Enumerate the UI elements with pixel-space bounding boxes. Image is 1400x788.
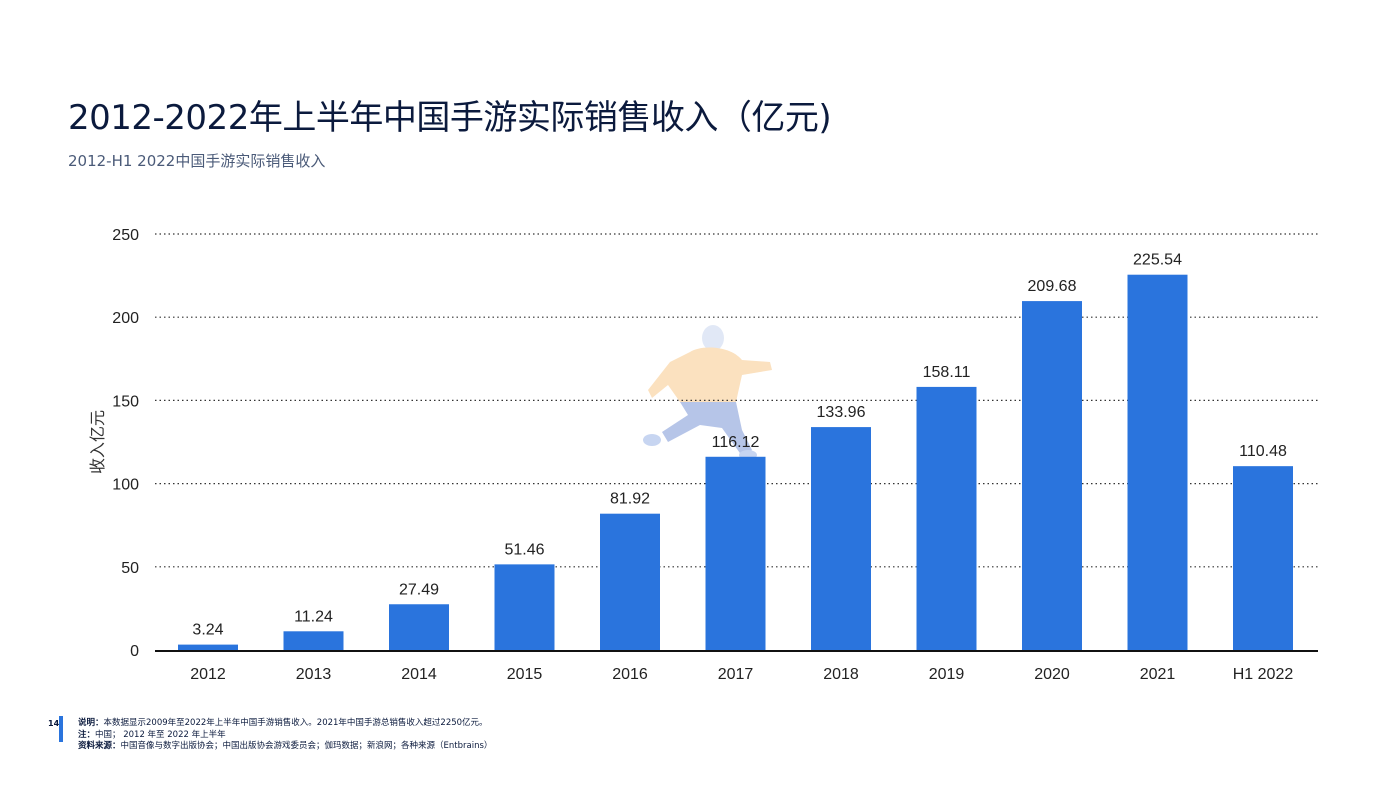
data-label: 133.96 (817, 404, 866, 421)
page-accent-bar (59, 716, 63, 742)
x-tick-label: H1 2022 (1233, 666, 1294, 683)
x-tick-label: 2013 (296, 666, 332, 683)
note-text: 中国； 2012 年至 2022 年上半年 (95, 729, 226, 740)
data-label: 158.11 (923, 364, 971, 381)
footer-note: 注：中国； 2012 年至 2022 年上半年 (78, 730, 492, 742)
bar (178, 644, 238, 650)
footer-description: 说明：本数据显示2009年至2022年上半年中国手游销售收入。2021年中国手游… (78, 718, 492, 730)
y-tick-label: 100 (112, 477, 139, 494)
note-label: 注： (78, 729, 96, 740)
value-labels: 3.24 11.24 27.49 51.46 81.92 116.12 133.96 158.… (192, 252, 1287, 639)
bar (811, 427, 871, 650)
page-title: 2012-2022年上半年中国手游实际销售收入（亿元) (68, 98, 832, 138)
y-axis-label: 收入亿元 (88, 410, 107, 474)
x-tick-label: 2021 (1140, 666, 1176, 683)
description-text: 本数据显示2009年至2022年上半年中国手游销售收入。2021年中国手游总销售… (103, 718, 488, 728)
y-tick-label: 250 (112, 227, 139, 244)
x-axis-ticks: 2012 2013 2014 2015 2016 2017 2018 2019 2020 2021… (190, 666, 1293, 683)
data-label: 116.12 (712, 434, 760, 451)
page-number: 14 (48, 719, 60, 728)
footer-notes: 说明：本数据显示2009年至2022年上半年中国手游销售收入。2021年中国手游… (78, 718, 492, 753)
y-axis-ticks: 0 50 100 150 200 250 (112, 227, 139, 660)
data-label: 27.49 (399, 581, 439, 598)
x-tick-label: 2020 (1034, 666, 1070, 683)
bar (1022, 301, 1082, 650)
y-tick-label: 150 (112, 393, 139, 410)
bar (283, 631, 344, 650)
bars (178, 274, 1293, 650)
y-tick-label: 200 (112, 310, 139, 327)
x-tick-label: 2014 (401, 666, 437, 683)
data-label: 209.68 (1028, 278, 1077, 295)
x-tick-label: 2019 (929, 666, 965, 683)
data-label: 51.46 (504, 541, 544, 558)
data-label: 110.48 (1239, 443, 1287, 460)
data-label: 81.92 (610, 491, 650, 508)
bar (1233, 466, 1293, 650)
bar (705, 456, 766, 650)
y-tick-label: 0 (130, 643, 139, 660)
description-label: 说明： (78, 718, 104, 728)
x-tick-label: 2012 (190, 666, 226, 683)
y-tick-label: 50 (121, 560, 139, 577)
page-subtitle: 2012-H1 2022中国手游实际销售收入 (68, 152, 326, 170)
data-label: 3.24 (192, 622, 223, 639)
bar (916, 386, 977, 650)
x-tick-label: 2015 (507, 666, 543, 683)
bar (1127, 274, 1188, 650)
x-tick-label: 2018 (823, 666, 859, 683)
bar (389, 604, 449, 650)
bar (600, 513, 660, 650)
footer-source: 资料来源：中国音像与数字出版协会；中国出版协会游戏委员会；伽玛数据；新浪网；各种… (78, 741, 492, 753)
data-label: 225.54 (1133, 252, 1182, 269)
source-text: 中国音像与数字出版协会；中国出版协会游戏委员会；伽玛数据；新浪网；各种来源（En… (120, 741, 493, 751)
x-tick-label: 2016 (612, 666, 648, 683)
data-label: 11.24 (294, 608, 333, 625)
x-tick-label: 2017 (718, 666, 754, 683)
source-label: 资料来源： (78, 741, 121, 751)
bar (494, 564, 555, 650)
